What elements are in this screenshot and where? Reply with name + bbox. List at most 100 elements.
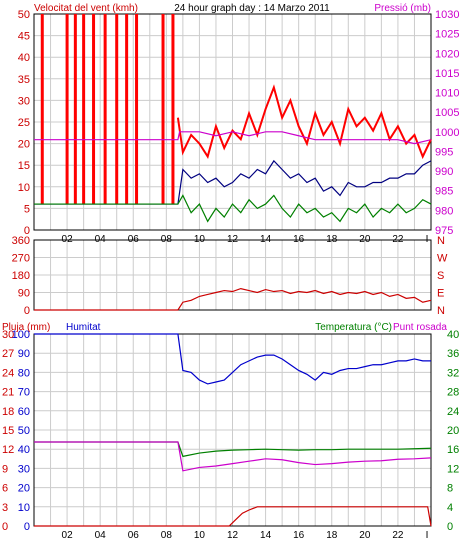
humidity-axis-label: Humitat bbox=[66, 322, 101, 333]
x-tick-label: 10 bbox=[194, 530, 206, 541]
y-rain-tick-label: 21 bbox=[2, 387, 14, 399]
y-left-tick-label: 360 bbox=[12, 235, 30, 247]
y-rain-tick-label: 24 bbox=[2, 367, 14, 379]
x-tick-label: 06 bbox=[128, 530, 140, 541]
series-line-wind_top bbox=[34, 159, 432, 205]
temperature-axis-label: Temperatura (°C) bbox=[315, 322, 392, 333]
y-temp-tick-label: 4 bbox=[447, 502, 453, 514]
y-humidity-tick-label: 50 bbox=[18, 425, 30, 437]
y-right-tick-label: 975 bbox=[435, 225, 453, 237]
y-rain-tick-label: 27 bbox=[2, 348, 14, 360]
y-temp-tick-label: 28 bbox=[447, 387, 459, 399]
y-temp-tick-label: 12 bbox=[447, 463, 459, 475]
x-tick-label: I bbox=[426, 234, 429, 245]
y-left-tick-label: 40 bbox=[18, 52, 30, 64]
rain-axis-label: Pluja (mm) bbox=[2, 322, 50, 333]
y-humidity-tick-label: 90 bbox=[18, 348, 30, 360]
x-tick-label: 12 bbox=[227, 530, 239, 541]
gust-spike bbox=[73, 14, 77, 205]
y-left-tick-label: 270 bbox=[12, 253, 30, 265]
y-humidity-tick-label: 30 bbox=[18, 463, 30, 475]
gust-spike bbox=[92, 14, 96, 205]
gust-spike bbox=[82, 14, 86, 205]
compass-tick-label: E bbox=[437, 288, 444, 300]
compass-tick-label: S bbox=[437, 270, 444, 282]
y-humidity-tick-label: 0 bbox=[24, 521, 30, 533]
y-right-tick-label: 995 bbox=[435, 146, 453, 158]
chart-title: 24 hour graph day : 14 Marzo 2011 bbox=[174, 3, 330, 14]
gust-spike bbox=[171, 14, 175, 205]
x-tick-label: 22 bbox=[392, 234, 404, 245]
series-line-temperature bbox=[34, 441, 432, 458]
dewpoint-axis-label: Punt rosada bbox=[393, 322, 447, 333]
pressure-axis-label: Pressió (mb) bbox=[374, 3, 431, 14]
x-tick-label: 06 bbox=[128, 234, 140, 245]
y-right-tick-label: 985 bbox=[435, 186, 453, 198]
y-left-tick-label: 0 bbox=[24, 225, 30, 237]
series-line-pressure bbox=[34, 131, 432, 145]
y-right-tick-label: 1010 bbox=[435, 88, 459, 100]
y-humidity-tick-label: 20 bbox=[18, 483, 30, 495]
compass-tick-label: N bbox=[437, 305, 445, 317]
y-left-tick-label: 35 bbox=[18, 74, 30, 86]
frame-layer bbox=[33, 13, 432, 527]
gust-spike bbox=[161, 14, 165, 205]
x-tick-label: 18 bbox=[326, 530, 338, 541]
compass-tick-label: W bbox=[437, 253, 448, 265]
y-left-tick-label: 50 bbox=[18, 9, 30, 21]
y-left-tick-label: 180 bbox=[12, 270, 30, 282]
gust-spike bbox=[115, 14, 119, 205]
gust-spike bbox=[125, 14, 129, 205]
y-left-tick-label: 45 bbox=[18, 31, 30, 43]
y-temp-tick-label: 32 bbox=[447, 367, 459, 379]
y-right-tick-label: 980 bbox=[435, 205, 453, 217]
y-right-tick-label: 1025 bbox=[435, 29, 459, 41]
x-tick-label: 08 bbox=[161, 234, 173, 245]
x-tick-label: 04 bbox=[95, 530, 107, 541]
y-temp-tick-label: 36 bbox=[447, 348, 459, 360]
y-rain-tick-label: 6 bbox=[2, 483, 8, 495]
x-tick-label: 22 bbox=[392, 530, 404, 541]
y-right-tick-label: 1005 bbox=[435, 107, 459, 119]
y-humidity-tick-label: 10 bbox=[18, 502, 30, 514]
y-left-tick-label: 20 bbox=[18, 139, 30, 151]
y-left-tick-label: 15 bbox=[18, 160, 30, 172]
y-right-tick-label: 1015 bbox=[435, 68, 459, 80]
y-temp-tick-label: 0 bbox=[447, 521, 453, 533]
y-rain-tick-label: 9 bbox=[2, 463, 8, 475]
y-left-tick-label: 30 bbox=[18, 95, 30, 107]
series-line-dewpoint bbox=[34, 441, 432, 472]
x-tick-label: 02 bbox=[62, 234, 74, 245]
x-tick-label: 16 bbox=[293, 530, 305, 541]
series-layer bbox=[34, 14, 432, 527]
y-rain-tick-label: 18 bbox=[2, 406, 14, 418]
x-tick-label: 14 bbox=[260, 234, 272, 245]
y-temp-tick-label: 8 bbox=[447, 483, 453, 495]
x-tick-label: 20 bbox=[359, 530, 371, 541]
x-tick-label: 18 bbox=[326, 234, 338, 245]
gust-spike bbox=[40, 14, 44, 205]
y-left-tick-label: 10 bbox=[18, 182, 30, 194]
panel-frame bbox=[33, 13, 432, 231]
gust-spike bbox=[135, 14, 139, 205]
y-right-tick-label: 990 bbox=[435, 166, 453, 178]
gust-spike bbox=[103, 14, 107, 205]
x-tick-label: 20 bbox=[359, 234, 371, 245]
y-left-tick-label: 0 bbox=[24, 305, 30, 317]
y-rain-tick-label: 12 bbox=[2, 444, 14, 456]
y-humidity-tick-label: 60 bbox=[18, 406, 30, 418]
series-line-wind bbox=[176, 84, 432, 160]
x-tick-label: I bbox=[426, 530, 429, 541]
y-left-tick-label: 90 bbox=[18, 288, 30, 300]
wind-speed-axis-label: Velocitat del vent (kmh) bbox=[34, 3, 138, 14]
x-tick-label: 14 bbox=[260, 530, 272, 541]
y-humidity-tick-label: 40 bbox=[18, 444, 30, 456]
series-line-wind_bottom bbox=[34, 194, 432, 223]
x-tick-label: 02 bbox=[62, 530, 74, 541]
series-line-rain bbox=[34, 506, 432, 527]
x-tick-label: 10 bbox=[194, 234, 206, 245]
x-tick-label: 12 bbox=[227, 234, 239, 245]
y-right-tick-label: 1000 bbox=[435, 127, 459, 139]
